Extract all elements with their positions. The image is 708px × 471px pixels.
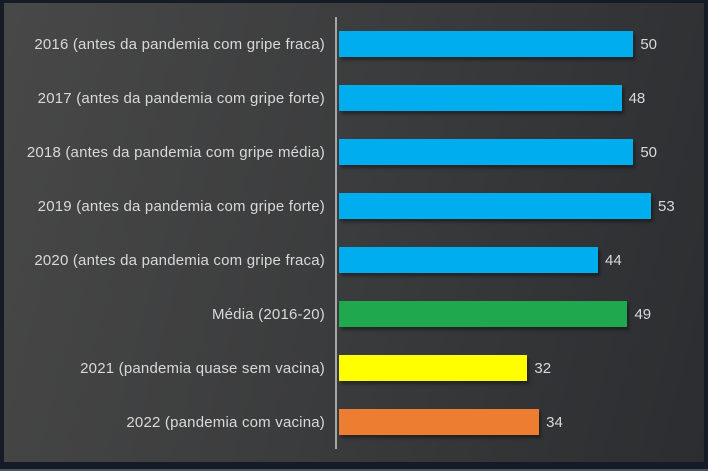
chart-row: 2018 (antes da pandemia com gripe média)… (4, 125, 704, 179)
chart-row: 2021 (pandemia quase sem vacina) 32 (4, 341, 704, 395)
category-label: 2018 (antes da pandemia com gripe média) (26, 143, 325, 161)
value-label: 49 (634, 305, 652, 323)
category-label: 2021 (pandemia quase sem vacina) (80, 359, 325, 377)
value-label: 48 (628, 89, 646, 107)
chart-row: 2022 (pandemia com vacina) 34 (4, 395, 704, 449)
value-label: 32 (534, 359, 552, 377)
bar (339, 301, 628, 327)
value-label: 53 (658, 197, 675, 215)
bar (339, 193, 652, 219)
bar-area: 34 (337, 395, 704, 449)
category-label: Média (2016-20) (211, 305, 325, 323)
value-axis-line (335, 17, 337, 449)
value-label: 50 (640, 35, 658, 53)
value-label: 34 (546, 413, 563, 431)
bar-area: 49 (337, 287, 704, 341)
bar (339, 31, 634, 57)
bar-area: 48 (337, 71, 704, 125)
category-label: 2020 (antes da pandemia com gripe fraca) (34, 251, 325, 269)
bar-chart: 2016 (antes da pandemia com gripe fraca)… (4, 17, 704, 449)
bar-area: 44 (337, 233, 704, 287)
category-label: 2017 (antes da pandemia com gripe forte) (37, 89, 325, 107)
bar-area: 32 (337, 341, 704, 395)
bar-area: 50 (337, 125, 704, 179)
category-label: 2022 (pandemia com vacina) (126, 413, 325, 431)
chart-row: 2016 (antes da pandemia com gripe fraca)… (4, 17, 704, 71)
category-label: 2019 (antes da pandemia com gripe forte) (37, 197, 325, 215)
chart-row: 2019 (antes da pandemia com gripe forte)… (4, 179, 704, 233)
bar-area: 53 (337, 179, 704, 233)
chart-row: Média (2016-20) 49 (4, 287, 704, 341)
chart-row: 2020 (antes da pandemia com gripe fraca)… (4, 233, 704, 287)
bar (339, 85, 622, 111)
value-label: 44 (605, 251, 622, 269)
bar (339, 355, 528, 381)
value-label: 50 (640, 143, 658, 161)
category-label: 2016 (antes da pandemia com gripe fraca) (34, 35, 325, 53)
chart-rows: 2016 (antes da pandemia com gripe fraca)… (4, 17, 704, 449)
chart-background: 2016 (antes da pandemia com gripe fraca)… (4, 3, 704, 462)
bar (339, 139, 634, 165)
chart-row: 2017 (antes da pandemia com gripe forte)… (4, 71, 704, 125)
bar (339, 409, 540, 435)
bar-area: 50 (337, 17, 704, 71)
bar (339, 247, 599, 273)
